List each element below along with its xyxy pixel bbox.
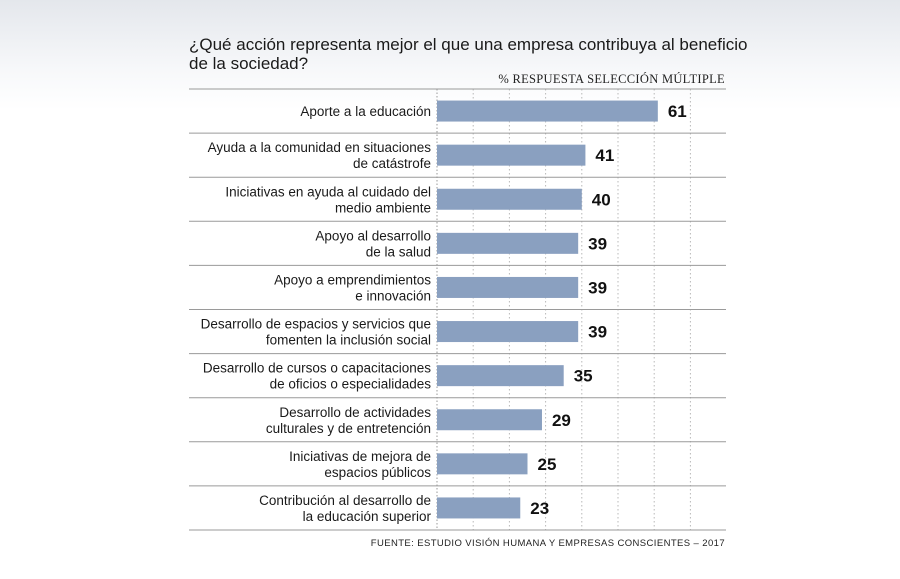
value-label: 40 bbox=[592, 190, 611, 209]
bar bbox=[437, 144, 586, 166]
bar bbox=[437, 453, 528, 475]
bar bbox=[437, 497, 521, 519]
category-label: Desarrollo de actividades culturales y de… bbox=[266, 405, 431, 436]
bar bbox=[437, 276, 579, 298]
category-label: Iniciativas de mejora de espacios público… bbox=[289, 449, 431, 480]
category-label-line: Iniciativas en ayuda al cuidado del bbox=[225, 184, 431, 199]
value-label: 39 bbox=[588, 234, 607, 253]
value-label: 39 bbox=[588, 278, 607, 297]
category-label-line: Iniciativas de mejora de bbox=[289, 449, 431, 464]
category-label: Apoyo al desarrollo de la salud bbox=[315, 228, 431, 259]
chart-subtitle: % RESPUESTA SELECCIÓN MÚLTIPLE bbox=[498, 72, 725, 86]
value-label: 41 bbox=[595, 146, 614, 165]
value-label: 25 bbox=[538, 455, 557, 474]
chart-title: ¿Qué acción representa mejor el que una … bbox=[189, 35, 748, 73]
category-label-line: Ayuda a la comunidad en situaciones bbox=[208, 140, 432, 155]
category-label-line: medio ambiente bbox=[335, 200, 431, 215]
category-label: Apoyo a emprendimientos e innovación bbox=[274, 272, 431, 303]
category-label-line: Desarrollo de actividades bbox=[279, 405, 431, 420]
category-label: Ayuda a la comunidad en situaciones de ca… bbox=[208, 140, 432, 171]
category-label: Aporte a la educación bbox=[300, 104, 431, 119]
category-label: Desarrollo de cursos o capacitaciones de … bbox=[203, 361, 431, 392]
value-label: 29 bbox=[552, 411, 571, 430]
bar bbox=[437, 409, 542, 431]
value-label: 23 bbox=[530, 499, 549, 518]
category-label-line: espacios públicos bbox=[324, 465, 431, 480]
bar bbox=[437, 365, 564, 387]
category-label-line: de oficios o especialidades bbox=[270, 377, 432, 392]
category-label-line: culturales y de entretención bbox=[266, 421, 431, 436]
category-label-line: fomenten la inclusión social bbox=[266, 333, 431, 348]
chart-source: FUENTE: ESTUDIO VISIÓN HUMANA Y EMPRESAS… bbox=[370, 538, 725, 549]
category-label-line: Apoyo a emprendimientos bbox=[274, 272, 431, 287]
category-label-line: la educación superior bbox=[303, 509, 432, 524]
category-label-line: de catástrofe bbox=[353, 156, 431, 171]
category-label-line: Aporte a la educación bbox=[300, 104, 431, 119]
category-label-line: Desarrollo de cursos o capacitaciones bbox=[203, 361, 431, 376]
value-label: 39 bbox=[588, 323, 607, 342]
category-label: Contribución al desarrollo de la educació… bbox=[259, 493, 431, 524]
value-label: 35 bbox=[574, 367, 593, 386]
bar bbox=[437, 232, 579, 254]
category-label: Desarrollo de espacios y servicios que fo… bbox=[201, 317, 431, 348]
category-label-line: e innovación bbox=[355, 288, 431, 303]
value-label: 61 bbox=[668, 102, 687, 121]
bar bbox=[437, 188, 582, 210]
bar bbox=[437, 100, 658, 122]
category-label-line: Apoyo al desarrollo bbox=[315, 228, 431, 243]
category-label-line: Contribución al desarrollo de bbox=[259, 493, 431, 508]
bar bbox=[437, 321, 579, 343]
category-label-line: Desarrollo de espacios y servicios que bbox=[201, 317, 431, 332]
category-label: Iniciativas en ayuda al cuidado del medio… bbox=[225, 184, 431, 215]
category-label-line: de la salud bbox=[366, 244, 431, 259]
